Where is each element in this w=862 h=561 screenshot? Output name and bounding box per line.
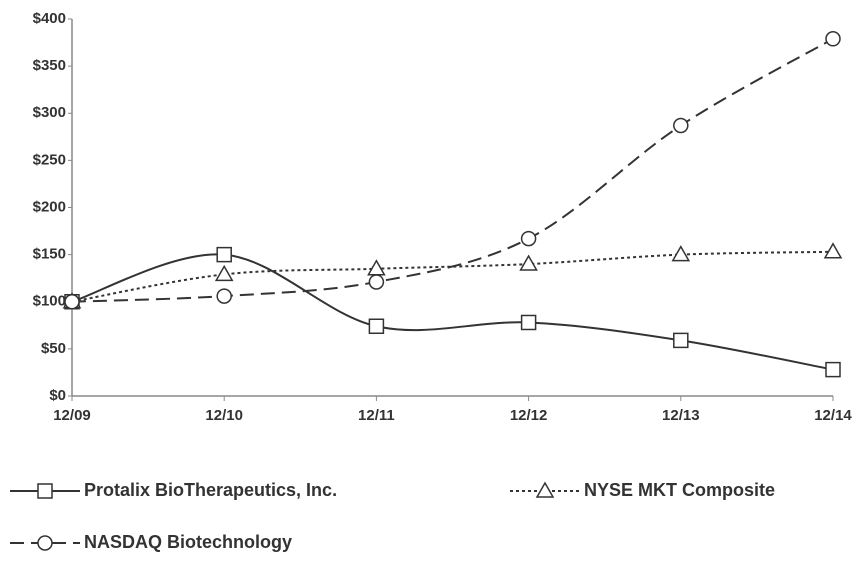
data-point — [216, 246, 232, 263]
x-tick-label: 12/09 — [53, 407, 91, 424]
y-tick-label: $400 — [33, 10, 66, 27]
y-tick-label: $300 — [33, 104, 66, 121]
data-point — [520, 314, 537, 331]
x-tick-label: 12/12 — [510, 407, 548, 424]
data-point — [823, 242, 843, 259]
data-point — [673, 117, 689, 134]
data-point — [214, 264, 234, 282]
data-point — [64, 294, 80, 310]
legend-marker — [535, 481, 555, 498]
data-point — [673, 332, 689, 349]
x-tick-label: 12/13 — [662, 407, 700, 424]
data-point — [368, 318, 385, 335]
legend-marker — [37, 483, 53, 499]
data-point — [520, 230, 537, 247]
y-tick-label: $100 — [33, 293, 66, 310]
series-line — [71, 37, 834, 303]
series-line — [71, 250, 834, 303]
y-tick-label: $200 — [33, 198, 66, 215]
data-point — [825, 361, 841, 378]
y-tick-label: $50 — [41, 340, 66, 357]
x-tick-label: 12/10 — [205, 407, 243, 424]
series-line — [71, 253, 834, 371]
legend-marker — [37, 535, 53, 551]
data-point — [368, 274, 385, 290]
y-tick-label: $0 — [49, 387, 66, 404]
y-tick-label: $350 — [33, 57, 66, 74]
data-point — [825, 31, 841, 47]
x-tick-label: 12/11 — [358, 407, 395, 424]
data-point — [216, 288, 232, 304]
legend-label: Protalix BioTherapeutics, Inc. — [84, 480, 337, 500]
legend-label: NYSE MKT Composite — [584, 480, 775, 500]
data-point — [519, 254, 538, 271]
x-tick-label: 12/14 — [814, 407, 852, 424]
y-tick-label: $250 — [33, 151, 66, 168]
legend-label: NASDAQ Biotechnology — [84, 532, 292, 552]
y-tick-label: $150 — [33, 246, 66, 263]
data-point — [671, 245, 691, 262]
